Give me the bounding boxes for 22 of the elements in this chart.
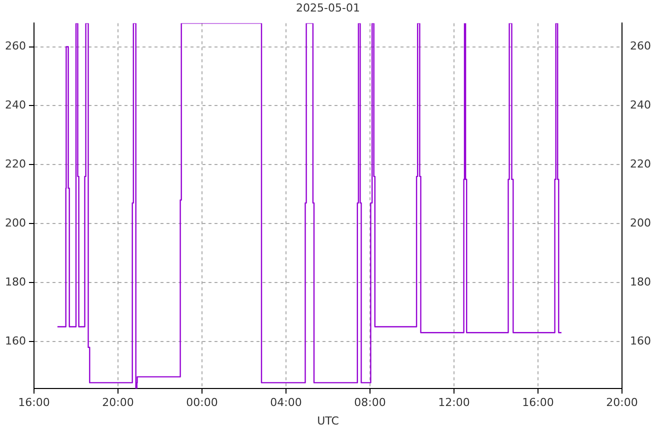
y2-tick-label: 260	[630, 40, 652, 53]
y-tick-label: 220	[4, 158, 26, 171]
y-tick-label: 160	[4, 334, 26, 348]
x-axis-title: UTC	[317, 414, 340, 428]
x-tick-label: 20:00	[606, 396, 638, 410]
x-tick-label: 20:00	[102, 396, 134, 410]
chart-title: 2025-05-01	[296, 1, 360, 14]
y2-tick-label: 160	[630, 334, 652, 348]
y2-tick-label: 240	[630, 98, 652, 112]
x-tick-label: 16:00	[18, 396, 50, 410]
y2-tick-label: 220	[630, 158, 652, 171]
y-tick-label: 180	[4, 275, 26, 288]
x-tick-label: 08:00	[354, 396, 386, 410]
x-tick-label: 16:00	[522, 396, 554, 410]
y-tick-label: 240	[4, 98, 26, 112]
x-tick-label: 00:00	[186, 396, 218, 410]
y-tick-label: 200	[4, 216, 26, 230]
x-tick-label: 12:00	[438, 396, 470, 410]
x-tick-label: 04:00	[270, 396, 302, 410]
y2-tick-label: 180	[630, 275, 652, 288]
y2-tick-label: 200	[630, 216, 652, 230]
y-tick-label: 260	[4, 40, 26, 53]
